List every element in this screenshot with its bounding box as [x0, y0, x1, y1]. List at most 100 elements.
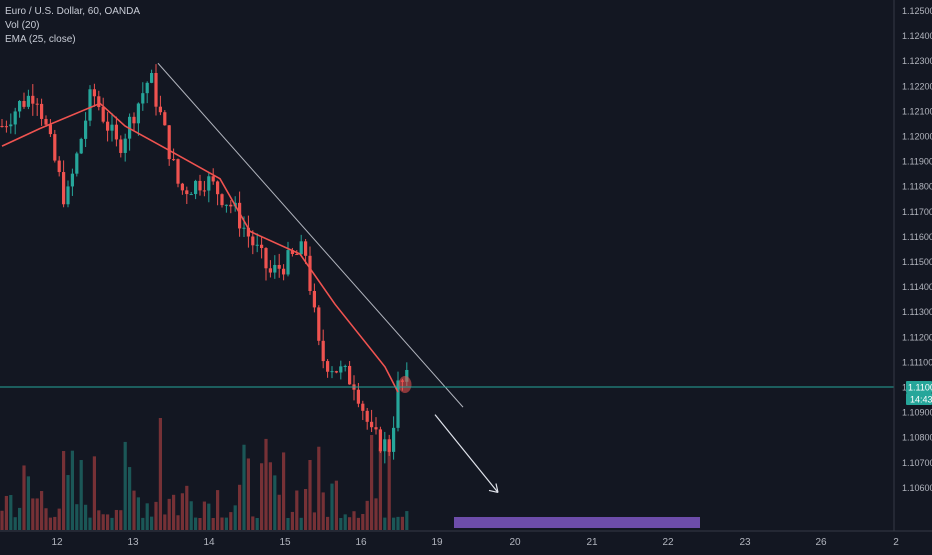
candle-body[interactable] — [110, 124, 114, 131]
candle-body[interactable] — [53, 134, 57, 161]
candle-body[interactable] — [220, 194, 224, 206]
candle-body[interactable] — [123, 138, 127, 153]
candle-body[interactable] — [114, 124, 118, 140]
candle-body[interactable] — [48, 124, 52, 135]
trendline[interactable] — [157, 62, 464, 408]
candle-body[interactable] — [251, 236, 255, 246]
candle-body[interactable] — [40, 103, 44, 119]
candle-body[interactable] — [348, 365, 352, 385]
candle-body[interactable] — [330, 371, 334, 373]
candle-body[interactable] — [361, 403, 365, 411]
candle-body[interactable] — [374, 427, 378, 430]
candle-body[interactable] — [18, 101, 22, 112]
candle-body[interactable] — [216, 181, 220, 195]
candle-body[interactable] — [136, 103, 140, 124]
candle-body[interactable] — [308, 255, 312, 291]
candle-body[interactable] — [260, 244, 264, 249]
candle-body[interactable] — [9, 124, 13, 127]
candle-body[interactable] — [387, 439, 391, 452]
candle-body[interactable] — [312, 290, 316, 308]
candle-body[interactable] — [246, 227, 250, 237]
candle-body[interactable] — [88, 89, 92, 121]
candle-body[interactable] — [383, 439, 387, 452]
candle-body[interactable] — [84, 120, 88, 139]
candle-body[interactable] — [97, 96, 101, 108]
candle-body[interactable] — [150, 72, 154, 83]
candle-body[interactable] — [13, 111, 17, 125]
candle-body[interactable] — [119, 139, 123, 153]
ellipse-marker[interactable] — [398, 376, 412, 394]
candle-body[interactable] — [273, 264, 277, 273]
candle-body[interactable] — [141, 93, 145, 104]
candle-body[interactable] — [343, 365, 347, 367]
candle-body[interactable] — [365, 410, 369, 422]
candle-body[interactable] — [0, 125, 4, 127]
candle-body[interactable] — [44, 118, 48, 125]
candle-body[interactable] — [57, 160, 61, 173]
candle-body[interactable] — [396, 380, 400, 428]
candle-body[interactable] — [92, 89, 96, 97]
candle-body[interactable] — [286, 250, 290, 275]
candle-body[interactable] — [317, 307, 321, 341]
candle-body[interactable] — [172, 159, 176, 161]
volume-bar — [224, 517, 228, 530]
candle-body[interactable] — [405, 369, 409, 382]
ema-line[interactable] — [1, 102, 399, 393]
candle-body[interactable] — [189, 194, 193, 196]
candle-body[interactable] — [185, 190, 189, 195]
candle-body[interactable] — [176, 159, 180, 184]
candle-body[interactable] — [154, 72, 158, 107]
candle-body[interactable] — [242, 227, 246, 229]
candle-body[interactable] — [167, 125, 171, 160]
candle-body[interactable] — [70, 173, 74, 187]
candle-body[interactable] — [198, 180, 202, 191]
candle-body[interactable] — [224, 204, 228, 206]
candle-body[interactable] — [4, 126, 8, 128]
candle-body[interactable] — [26, 95, 30, 107]
candle-body[interactable] — [290, 250, 294, 255]
candle-body[interactable] — [356, 389, 360, 404]
candle-body[interactable] — [145, 82, 149, 94]
candle-body[interactable] — [392, 427, 396, 452]
candle-body[interactable] — [339, 366, 343, 373]
legend-ema[interactable]: EMA (25, close) — [5, 34, 76, 45]
candle-body[interactable] — [194, 180, 198, 195]
legend-volume[interactable]: Vol (20) — [5, 20, 40, 31]
candle-body[interactable] — [264, 248, 268, 269]
candle-body[interactable] — [62, 172, 66, 205]
candle-body[interactable] — [321, 340, 325, 362]
candle-body[interactable] — [255, 244, 259, 246]
candle-body[interactable] — [35, 103, 39, 105]
candle-body[interactable] — [378, 429, 382, 452]
candle-body[interactable] — [282, 268, 286, 275]
candle-body[interactable] — [106, 121, 110, 131]
candle-body[interactable] — [75, 153, 79, 174]
candle-body[interactable] — [207, 176, 211, 191]
target-zone[interactable] — [454, 517, 700, 528]
candle-body[interactable] — [370, 421, 374, 428]
candle-body[interactable] — [211, 176, 215, 182]
candle-body[interactable] — [202, 190, 206, 192]
candle-body[interactable] — [31, 95, 35, 104]
legend-symbol[interactable]: Euro / U.S. Dollar, 60, OANDA — [5, 6, 141, 17]
candle-body[interactable] — [158, 106, 162, 113]
candle-body[interactable] — [334, 371, 338, 373]
candle-body[interactable] — [295, 254, 299, 256]
candle-body[interactable] — [326, 361, 330, 372]
candle-body[interactable] — [277, 264, 281, 269]
candle-body[interactable] — [79, 138, 83, 154]
candle-body[interactable] — [299, 241, 303, 255]
candle-body[interactable] — [238, 202, 242, 229]
candle-body[interactable] — [101, 107, 105, 122]
candle-body[interactable] — [180, 183, 184, 191]
candle-body[interactable] — [229, 204, 233, 207]
candle-body[interactable] — [66, 186, 70, 205]
candle-body[interactable] — [163, 112, 167, 126]
candle-body[interactable] — [304, 241, 308, 256]
candle-body[interactable] — [22, 101, 26, 107]
arrow-line[interactable] — [434, 414, 499, 493]
candle-body[interactable] — [132, 116, 136, 124]
candle-body[interactable] — [268, 268, 272, 273]
